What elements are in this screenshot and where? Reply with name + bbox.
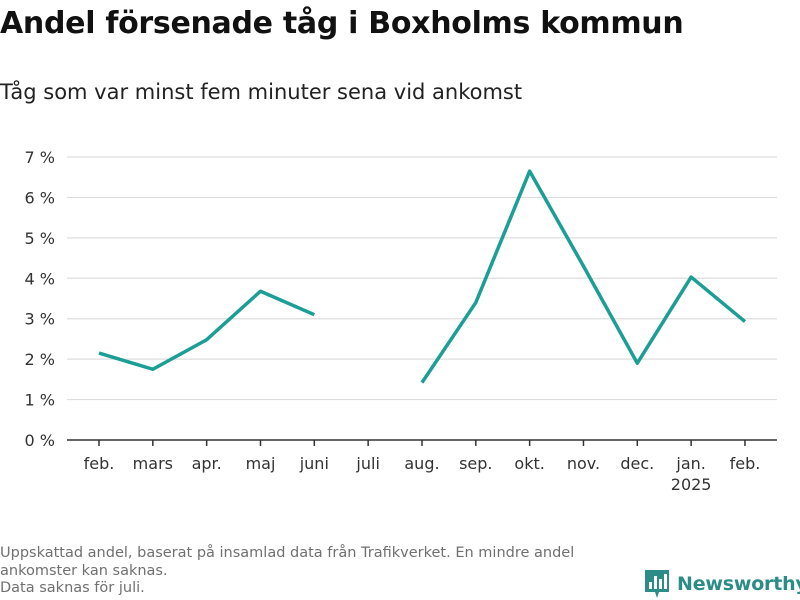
x-tick-label-line: sep. — [459, 454, 492, 473]
x-tick-label-line: juni — [299, 454, 329, 473]
x-tick-label: apr. — [192, 454, 222, 473]
x-tick-label: juni — [299, 454, 329, 473]
x-tick-label-line: feb. — [730, 454, 761, 473]
series-line-segment — [98, 289, 316, 371]
brand-name: Newsworthy — [677, 573, 800, 595]
chart-title: Andel försenade tåg i Boxholms kommun — [0, 6, 684, 41]
y-tick-label: 3 % — [25, 310, 55, 329]
x-tick-label: mars — [133, 454, 173, 473]
x-tick-label: nov. — [567, 454, 600, 473]
series-line-segment — [420, 169, 747, 384]
y-tick-label: 2 % — [25, 350, 55, 369]
x-tick-label-line: dec. — [620, 454, 654, 473]
x-tick-label: aug. — [404, 454, 439, 473]
x-tick-label-line: feb. — [84, 454, 115, 473]
y-tick-label: 5 % — [25, 229, 55, 248]
x-tick-label: feb. — [730, 454, 761, 473]
x-tick-label-line: maj — [246, 454, 276, 473]
x-tick-label: juli — [355, 454, 379, 473]
grid-lines — [67, 156, 777, 401]
x-tick-label: jan. 2025 — [671, 454, 712, 494]
x-tick-label-line: okt. — [514, 454, 544, 473]
x-tick-label-line: mars — [133, 454, 173, 473]
y-axis-ticks: 0 % 1 % 2 % 3 % 4 % 5 % 6 % 7 % — [25, 148, 55, 450]
x-tick-label-line: apr. — [192, 454, 222, 473]
series-lines — [98, 169, 747, 384]
x-tick-label: maj — [246, 454, 276, 473]
x-tick-label: sep. — [459, 454, 492, 473]
x-tick-label-line: jan. — [675, 454, 705, 473]
x-tick-label: okt. — [514, 454, 544, 473]
y-tick-label: 1 % — [25, 391, 55, 410]
x-tick-label-line: juli — [355, 454, 379, 473]
footnote-line: Data saknas för juli. — [0, 580, 145, 596]
chart-subtitle: Tåg som var minst fem minuter sena vid a… — [0, 80, 523, 104]
y-tick-label: 0 % — [25, 431, 55, 450]
bar-chart-logo-icon — [645, 570, 669, 598]
y-tick-label: 6 % — [25, 188, 55, 207]
x-tick-label: feb. — [84, 454, 115, 473]
x-tick-label-line: aug. — [404, 454, 439, 473]
brand-logo: Newsworthy — [644, 569, 800, 599]
footnote-line: Uppskattad andel, baserat på insamlad da… — [0, 545, 575, 579]
x-tick-label-line: nov. — [567, 454, 600, 473]
x-axis: feb. mars apr. maj juni juli aug. sep. okt. nov. d… — [67, 439, 777, 494]
x-tick-label: dec. — [620, 454, 654, 473]
footnote: Uppskattad andel, baserat på insamlad da… — [0, 545, 630, 598]
x-tick-label-line: 2025 — [671, 475, 712, 494]
y-tick-label: 4 % — [25, 269, 55, 288]
y-tick-label: 7 % — [25, 148, 55, 167]
